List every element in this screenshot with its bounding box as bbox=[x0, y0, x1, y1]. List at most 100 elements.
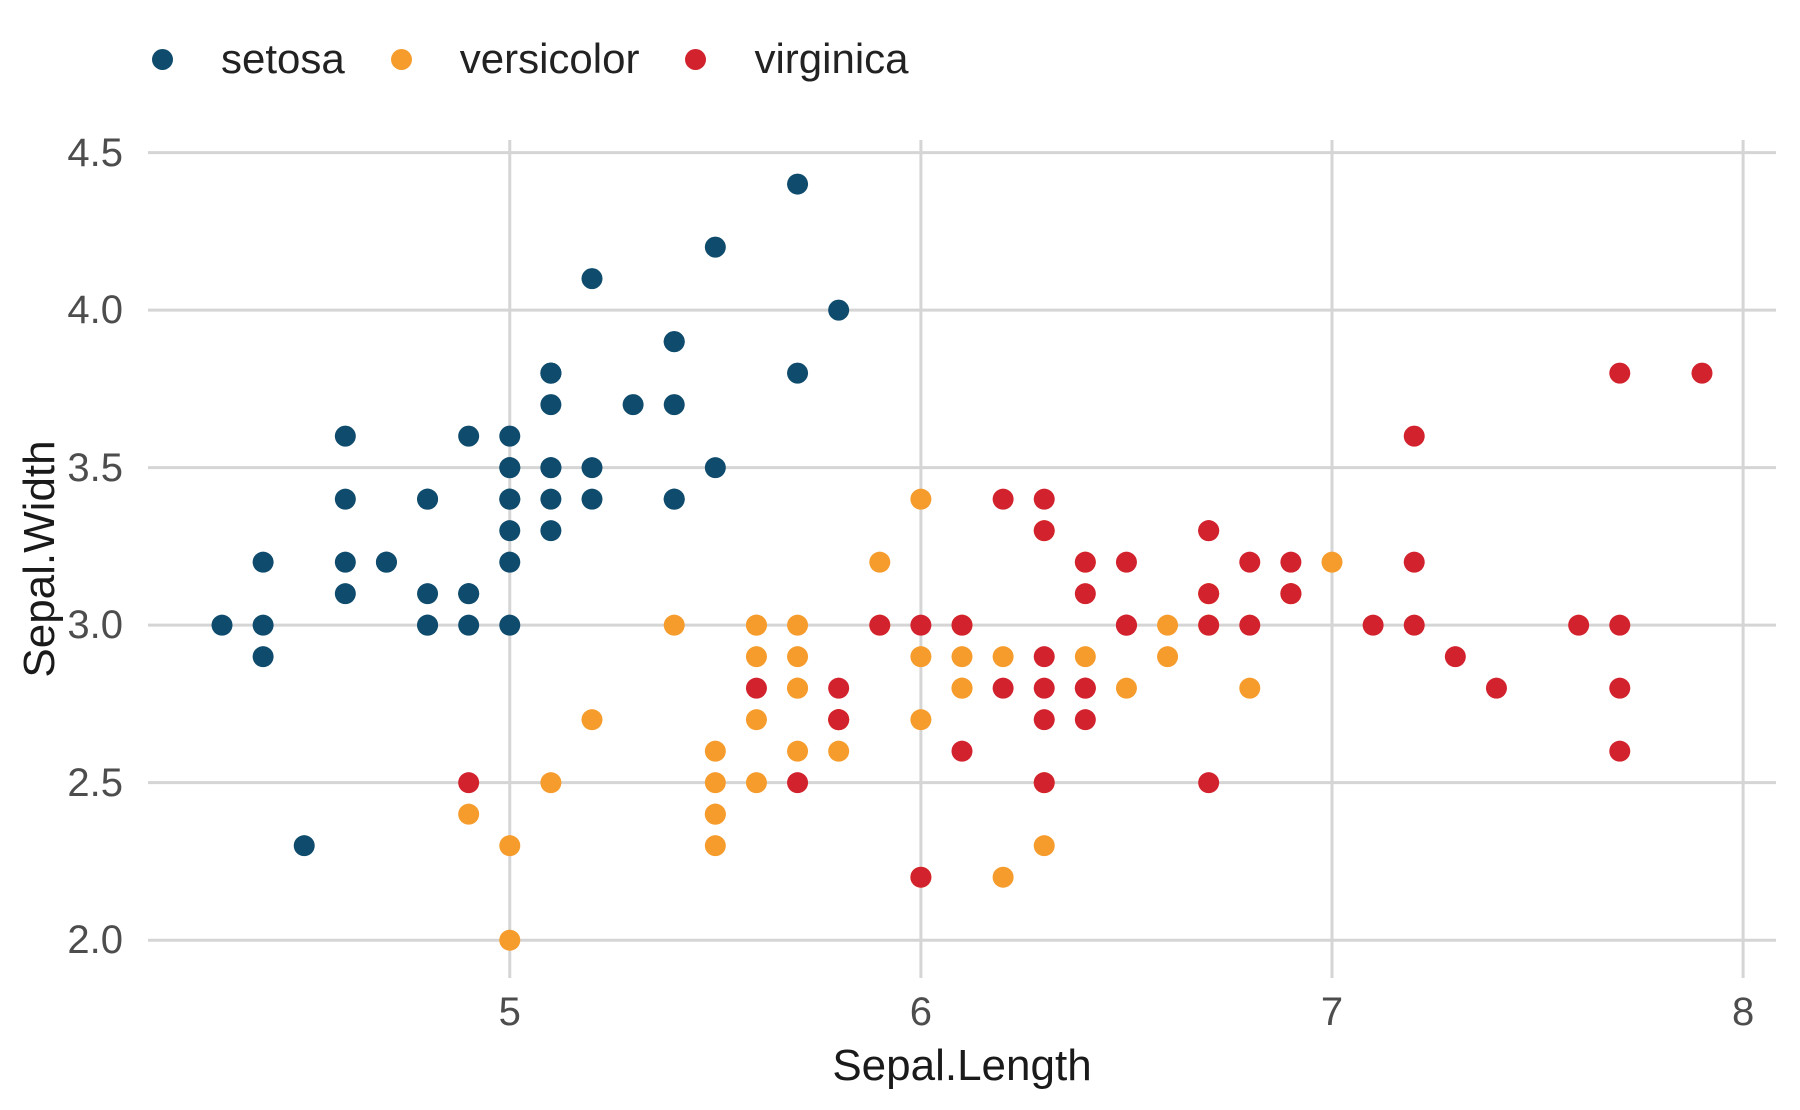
data-point-versicolor bbox=[704, 803, 726, 825]
data-point-virginica bbox=[1691, 362, 1713, 384]
data-point-setosa bbox=[787, 173, 809, 195]
data-point-virginica bbox=[910, 614, 932, 636]
legend-item-virginica: virginica bbox=[685, 35, 909, 82]
data-point-virginica bbox=[992, 488, 1014, 510]
data-point-setosa bbox=[293, 835, 315, 857]
data-point-virginica bbox=[1198, 520, 1220, 542]
data-point-versicolor bbox=[787, 646, 809, 668]
data-point-versicolor bbox=[745, 646, 767, 668]
chart-legend: setosa versicolor virginica bbox=[152, 36, 909, 82]
data-point-setosa bbox=[252, 614, 274, 636]
y-tick-label: 3.5 bbox=[67, 445, 123, 490]
data-point-versicolor bbox=[869, 551, 891, 573]
x-tick-label: 8 bbox=[1731, 990, 1755, 1034]
data-point-setosa bbox=[499, 520, 521, 542]
data-point-virginica bbox=[869, 614, 891, 636]
data-point-virginica bbox=[1403, 614, 1425, 636]
data-point-virginica bbox=[1033, 709, 1055, 731]
data-point-virginica bbox=[1403, 425, 1425, 447]
data-point-virginica bbox=[1198, 772, 1220, 794]
data-point-versicolor bbox=[704, 772, 726, 794]
data-point-versicolor bbox=[540, 772, 562, 794]
data-point-versicolor bbox=[910, 488, 932, 510]
y-tick-label: 2.0 bbox=[67, 918, 123, 963]
data-point-virginica bbox=[1074, 583, 1096, 605]
data-point-setosa bbox=[540, 362, 562, 384]
data-point-setosa bbox=[622, 394, 644, 416]
data-point-versicolor bbox=[992, 866, 1014, 888]
data-point-versicolor bbox=[663, 614, 685, 636]
y-axis-title: Sepal.Width bbox=[15, 440, 64, 678]
data-point-versicolor bbox=[787, 740, 809, 762]
y-tick-label: 4.5 bbox=[67, 130, 123, 175]
data-point-versicolor bbox=[910, 646, 932, 668]
data-point-versicolor bbox=[910, 709, 932, 731]
x-tick-label: 7 bbox=[1320, 990, 1344, 1034]
data-point-virginica bbox=[910, 866, 932, 888]
data-point-setosa bbox=[417, 614, 439, 636]
data-point-virginica bbox=[1609, 362, 1631, 384]
data-point-versicolor bbox=[1033, 835, 1055, 857]
data-point-setosa bbox=[499, 425, 521, 447]
data-point-virginica bbox=[1444, 646, 1466, 668]
data-point-setosa bbox=[499, 551, 521, 573]
data-point-setosa bbox=[334, 551, 356, 573]
data-point-versicolor bbox=[992, 646, 1014, 668]
data-point-setosa bbox=[704, 457, 726, 479]
data-point-virginica bbox=[1403, 551, 1425, 573]
data-point-setosa bbox=[334, 583, 356, 605]
data-point-virginica bbox=[992, 677, 1014, 699]
data-point-setosa bbox=[540, 520, 562, 542]
data-point-setosa bbox=[828, 299, 850, 321]
data-point-versicolor bbox=[704, 740, 726, 762]
data-point-virginica bbox=[1609, 677, 1631, 699]
y-tick-label: 2.5 bbox=[67, 760, 123, 805]
data-point-virginica bbox=[1033, 520, 1055, 542]
data-point-virginica bbox=[1074, 709, 1096, 731]
data-point-versicolor bbox=[1321, 551, 1343, 573]
data-point-setosa bbox=[499, 614, 521, 636]
data-point-versicolor bbox=[458, 803, 480, 825]
data-point-virginica bbox=[1239, 614, 1261, 636]
data-point-versicolor bbox=[499, 929, 521, 951]
data-point-versicolor bbox=[951, 677, 973, 699]
data-point-virginica bbox=[1609, 740, 1631, 762]
data-point-setosa bbox=[458, 425, 480, 447]
data-point-setosa bbox=[540, 394, 562, 416]
data-point-virginica bbox=[1239, 551, 1261, 573]
data-point-setosa bbox=[211, 614, 233, 636]
legend-label-setosa: setosa bbox=[221, 35, 345, 82]
legend-label-virginica: virginica bbox=[754, 35, 909, 82]
data-point-versicolor bbox=[704, 835, 726, 857]
data-point-virginica bbox=[1033, 488, 1055, 510]
data-point-setosa bbox=[375, 551, 397, 573]
data-point-versicolor bbox=[581, 709, 603, 731]
legend-marker-setosa-icon bbox=[152, 48, 173, 70]
data-point-setosa bbox=[663, 488, 685, 510]
data-point-virginica bbox=[1280, 551, 1302, 573]
data-point-versicolor bbox=[828, 740, 850, 762]
data-point-virginica bbox=[1074, 551, 1096, 573]
data-point-setosa bbox=[787, 362, 809, 384]
data-point-virginica bbox=[828, 677, 850, 699]
y-tick-label: 3.0 bbox=[67, 603, 123, 648]
data-point-virginica bbox=[1198, 614, 1220, 636]
data-point-setosa bbox=[663, 394, 685, 416]
data-point-virginica bbox=[951, 614, 973, 636]
data-point-versicolor bbox=[745, 772, 767, 794]
data-point-versicolor bbox=[745, 709, 767, 731]
data-point-versicolor bbox=[787, 614, 809, 636]
x-axis-title: Sepal.Length bbox=[832, 1041, 1092, 1090]
data-point-setosa bbox=[252, 646, 274, 668]
data-point-setosa bbox=[704, 236, 726, 258]
data-point-setosa bbox=[458, 583, 480, 605]
data-point-setosa bbox=[499, 457, 521, 479]
data-point-virginica bbox=[1198, 583, 1220, 605]
legend-item-setosa: setosa bbox=[152, 38, 345, 80]
x-tick-label: 6 bbox=[909, 990, 932, 1034]
data-point-virginica bbox=[1033, 677, 1055, 699]
data-point-virginica bbox=[828, 709, 850, 731]
data-point-versicolor bbox=[1157, 646, 1179, 668]
